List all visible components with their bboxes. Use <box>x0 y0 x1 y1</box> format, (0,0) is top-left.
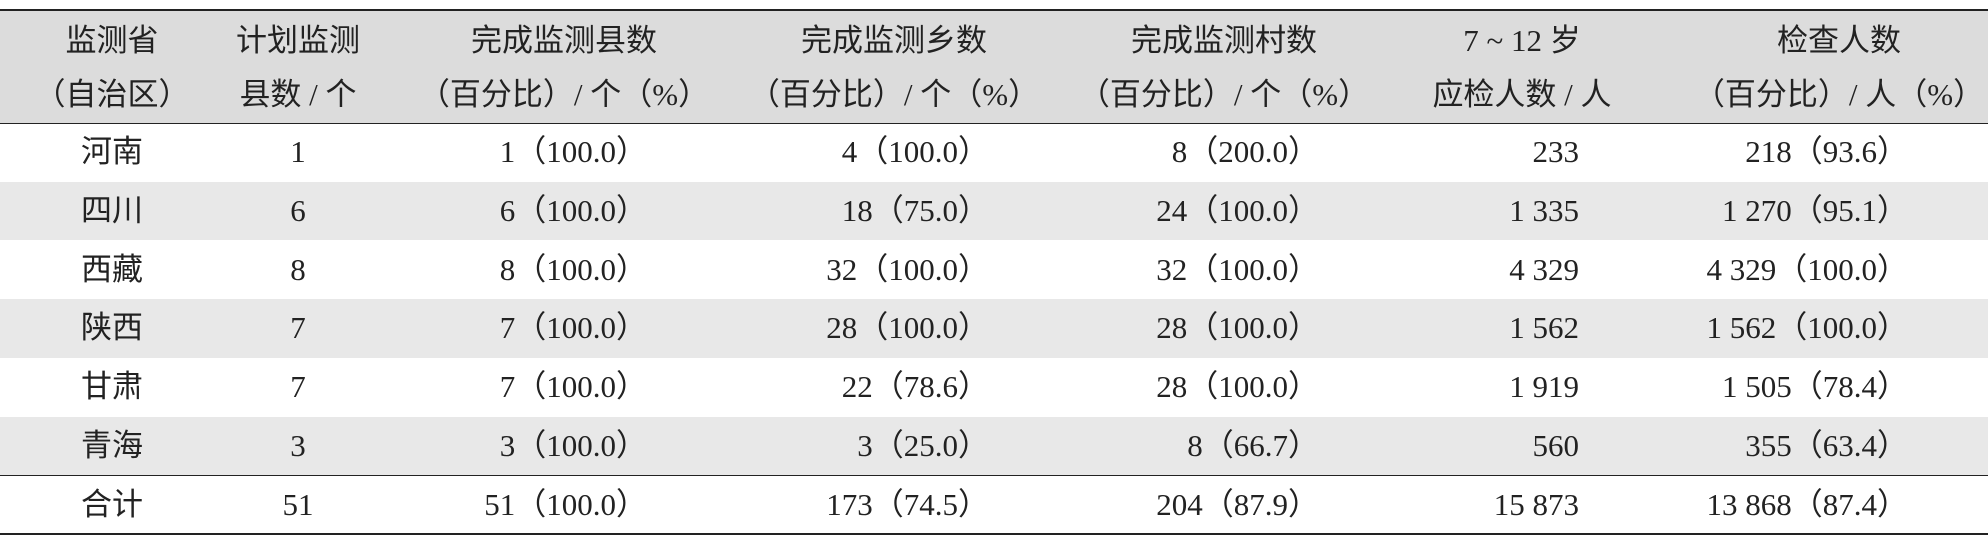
table-cell: 4（100.0） <box>841 134 989 170</box>
row-band <box>0 181 1988 241</box>
table-cell: 51（100.0） <box>484 486 647 522</box>
header-cell: 检查人数 <box>1777 23 1901 58</box>
table-cell: 4 329 <box>1509 251 1579 287</box>
table-cell: 3（25.0） <box>857 427 989 463</box>
header-cell: 完成监测乡数 <box>801 23 987 58</box>
table-cell: 51 <box>282 486 314 522</box>
table-cell: 8（100.0） <box>499 251 647 287</box>
table-cell: 560 <box>1532 427 1580 463</box>
table-cell: 西藏 <box>81 251 143 287</box>
bottom-rule <box>0 533 1988 535</box>
table-cell: 8（200.0） <box>1171 134 1319 170</box>
table-cell: 1 505（78.4） <box>1722 369 1908 405</box>
table-cell: 218（93.6） <box>1745 134 1908 170</box>
header-cell: （百分比）/ 个（%） <box>1078 77 1370 112</box>
table-cell: 7 <box>290 310 306 346</box>
table-cell: 青海 <box>81 427 143 463</box>
top-rule <box>0 9 1988 11</box>
table-cell: 355（63.4） <box>1745 427 1908 463</box>
header-band <box>0 10 1988 123</box>
table-cell: 28（100.0） <box>1156 369 1319 405</box>
table-cell: 4 329（100.0） <box>1706 251 1909 287</box>
header-cell: 计划监测 <box>236 23 360 58</box>
table-cell: 28（100.0） <box>826 310 989 346</box>
header-cell: 县数 / 个 <box>239 77 357 112</box>
table-cell: 7（100.0） <box>499 310 647 346</box>
header-cell: （百分比）/ 人（%） <box>1693 77 1985 112</box>
header-rule <box>0 123 1988 124</box>
table-cell: 15 873 <box>1493 486 1579 522</box>
table-cell: 6 <box>290 193 306 229</box>
table-cell: 1 562 <box>1509 310 1579 346</box>
table-cell: 173（74.5） <box>826 486 989 522</box>
table-cell: 1 270（95.1） <box>1722 193 1908 229</box>
header-cell: 7 ~ 12 岁 <box>1463 23 1581 58</box>
header-cell: （百分比）/ 个（%） <box>748 77 1040 112</box>
row-band <box>0 299 1988 358</box>
table-cell: 22（78.6） <box>841 369 989 405</box>
table-cell: 32（100.0） <box>826 251 989 287</box>
header-cell: 应检人数 / 人 <box>1432 77 1612 112</box>
table-cell: 1 335 <box>1509 193 1579 229</box>
row-band <box>0 416 1988 476</box>
header-cell: 监测省 <box>65 23 159 58</box>
total-rule <box>0 475 1988 476</box>
header-cell: 完成监测村数 <box>1131 23 1317 58</box>
header-cell: （自治区） <box>34 77 190 112</box>
table-cell: 1 <box>290 134 306 170</box>
table-cell: 3（100.0） <box>499 427 647 463</box>
table-cell: 河南 <box>81 134 143 170</box>
table-cell: 1 919 <box>1509 369 1579 405</box>
table-cell: 233 <box>1532 134 1580 170</box>
table-cell: 陕西 <box>81 310 143 346</box>
header-cell: 完成监测县数 <box>471 23 657 58</box>
table-cell: 28（100.0） <box>1156 310 1319 346</box>
table-cell: 18（75.0） <box>841 193 989 229</box>
table-cell: 8 <box>290 251 306 287</box>
table-cell: 32（100.0） <box>1156 251 1319 287</box>
table-cell: 甘肃 <box>81 369 143 405</box>
table-cell: 6（100.0） <box>499 193 647 229</box>
table-cell: 7（100.0） <box>499 369 647 405</box>
table-cell: 合计 <box>81 486 143 522</box>
table-cell: 3 <box>290 427 306 463</box>
table-cell: 7 <box>290 369 306 405</box>
table-cell: 1（100.0） <box>499 134 647 170</box>
table-cell: 1 562（100.0） <box>1706 310 1909 346</box>
table-cell: 四川 <box>81 193 143 229</box>
table-cell: 13 868（87.4） <box>1706 486 1909 522</box>
table-cell: 24（100.0） <box>1156 193 1319 229</box>
table-cell: 8（66.7） <box>1187 427 1319 463</box>
table-cell: 204（87.9） <box>1156 486 1319 522</box>
header-cell: （百分比）/ 个（%） <box>418 77 710 112</box>
